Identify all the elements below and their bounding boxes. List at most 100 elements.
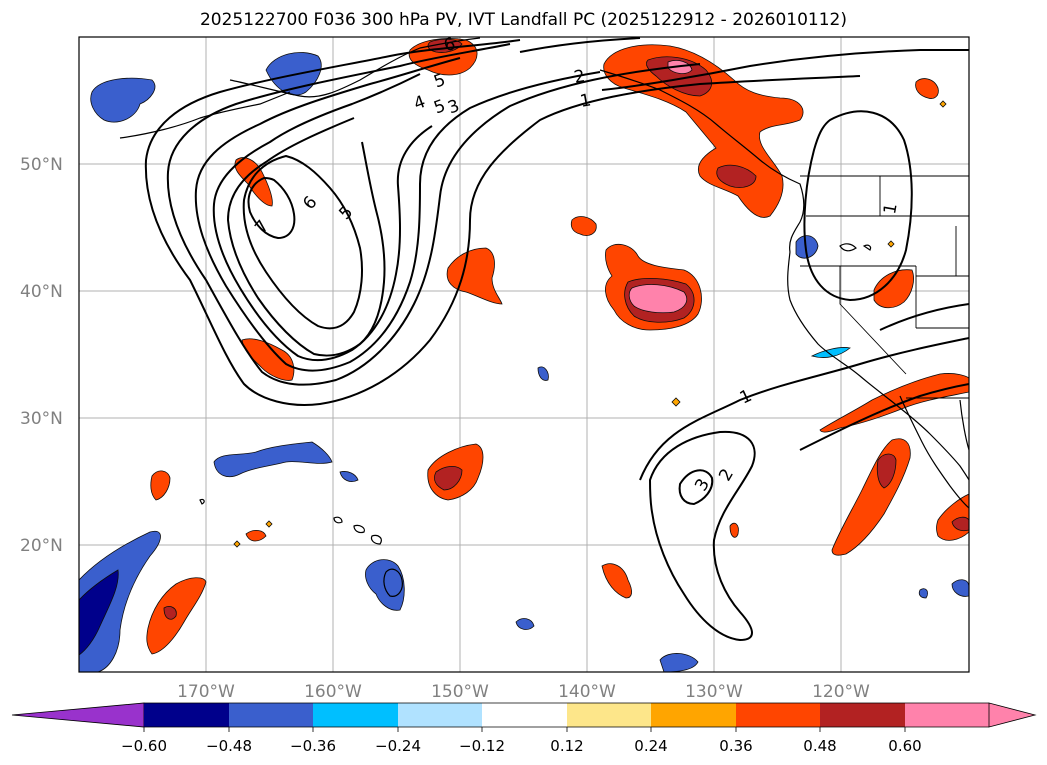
- red-patch-mid1: [446, 247, 503, 305]
- gridlines: [79, 37, 969, 672]
- coastlines: [119, 37, 969, 597]
- baja-outline: [899, 395, 969, 509]
- colorbar-tick-label: −0.12: [459, 737, 505, 755]
- contour-1-east: [601, 49, 969, 91]
- hawaii-3: [370, 534, 382, 545]
- red-patch-mex1-core: [876, 453, 897, 489]
- colorbar-tick-label: 0.36: [719, 737, 752, 755]
- bc-coast: [599, 69, 805, 253]
- colorbar-tick-label: 0.12: [550, 737, 583, 755]
- island-c: [862, 244, 872, 251]
- colorbar-bin: [398, 703, 482, 727]
- hawaii-2: [353, 524, 365, 534]
- contour-low-4: [212, 73, 433, 362]
- island-b: [839, 243, 857, 252]
- colorbar-extend-left: [11, 702, 145, 728]
- contour-1-south: [639, 337, 969, 481]
- colorbar-bin: [313, 703, 398, 727]
- colorbar-bin: [905, 703, 989, 727]
- colorbar: −0.60 −0.48 −0.36 −0.24 −0.12 0.12 0.24 …: [11, 702, 1037, 755]
- mainland-mexico: [959, 399, 969, 451]
- colorbar-tick-label: −0.24: [375, 737, 421, 755]
- lon-tick-label: 120°W: [812, 682, 870, 702]
- contour-low-1: [144, 39, 861, 406]
- contour-low-6: [242, 154, 363, 330]
- map-frame: [78, 36, 970, 673]
- contour-2-north: [519, 37, 641, 53]
- colorbar-extend-right: [988, 702, 1037, 728]
- colorbar-bin: [820, 703, 905, 727]
- lon-tick-label: 160°W: [304, 682, 362, 702]
- colorbar-bin: [144, 703, 229, 727]
- pink-patch-center: [628, 284, 688, 314]
- contour-1-sub: [879, 303, 969, 331]
- lon-tick-label: 150°W: [431, 682, 489, 702]
- lat-tick-label: 50°N: [20, 155, 63, 175]
- negative-ivt-patches: [79, 52, 969, 672]
- colorbar-tick-label: 0.48: [803, 737, 836, 755]
- red-patch-mex2-core: [951, 516, 969, 532]
- contour-3-south: [678, 469, 714, 506]
- contour-1-mex: [799, 383, 969, 451]
- colorbar-bin: [567, 703, 651, 727]
- orange-dot-4: [265, 520, 273, 528]
- orange-dot-2: [233, 540, 241, 548]
- blue-patch-mx: [951, 579, 969, 597]
- colorbar-tick-label: 0.60: [888, 737, 921, 755]
- red-patch-small-a: [570, 216, 597, 236]
- lat-labels: 50°N 40°N 30°N 20°N: [20, 155, 63, 556]
- contour-low-3: [194, 57, 601, 372]
- colorbar-ticks: [143, 727, 906, 732]
- lat-tick-label: 20°N: [20, 536, 63, 556]
- colorbar-bin: [229, 703, 313, 727]
- lat-tick-label: 40°N: [20, 282, 63, 302]
- lon-tick-label: 140°W: [558, 682, 616, 702]
- contour-label: 2: [573, 66, 587, 88]
- red-patch-sub1-core: [434, 466, 463, 491]
- colorbar-tick-label: −0.48: [206, 737, 252, 755]
- red-patch-small-b: [150, 470, 171, 501]
- red-patch-bc2-core: [716, 164, 757, 188]
- pv-contours: [144, 37, 969, 642]
- lat-tick-label: 30°N: [20, 409, 63, 429]
- blue-patch-tiny: [918, 588, 928, 599]
- colorbar-tick-label: −0.60: [121, 737, 167, 755]
- colorbar-tick-label: −0.36: [290, 737, 336, 755]
- colorbar-bin: [736, 703, 820, 727]
- contour-label: 1: [579, 90, 593, 112]
- contour-label: 1: [880, 202, 902, 216]
- red-patch-sw2-core: [163, 606, 177, 620]
- orange-dot-1: [671, 397, 681, 407]
- red-patch-ne: [915, 78, 939, 99]
- us-west-coast: [787, 251, 969, 481]
- blue-patch-oregon: [795, 235, 819, 259]
- lon-tick-label: 170°W: [177, 682, 235, 702]
- blue-patch-sw: [79, 530, 161, 672]
- contour-2-south: [648, 430, 756, 642]
- contour-low-2: [166, 43, 701, 386]
- island-a: [199, 498, 205, 505]
- colorbar-bin: [482, 703, 567, 727]
- red-patch-small-c: [245, 530, 267, 542]
- contour-label: 6: [441, 34, 458, 56]
- red-patch-small-d: [601, 563, 632, 599]
- red-patch-low: [234, 157, 273, 207]
- blue-patch-ca: [810, 347, 851, 358]
- hawaii-big: [383, 568, 403, 597]
- contour-low-7: [247, 176, 296, 240]
- blue-patch-nw: [90, 77, 156, 123]
- blue-patch-aleutian: [213, 441, 333, 478]
- map-title: 2025122700 F036 300 hPa PV, IVT Landfall…: [199, 10, 847, 30]
- red-patch-bc-core: [646, 56, 713, 97]
- orange-dot-5: [887, 240, 895, 248]
- lon-labels: 170°W 160°W 150°W 140°W 130°W 120°W: [177, 682, 870, 702]
- blue-patch-small2: [515, 618, 535, 630]
- blue-patch-small3: [537, 366, 549, 381]
- contour-loop-oregon: [803, 110, 913, 302]
- hawaii-1: [333, 516, 343, 524]
- lon-tick-label: 130°W: [685, 682, 743, 702]
- contour-low-5: [226, 117, 386, 357]
- colorbar-bin: [651, 703, 736, 727]
- blue-patch-sw-deep: [79, 569, 119, 656]
